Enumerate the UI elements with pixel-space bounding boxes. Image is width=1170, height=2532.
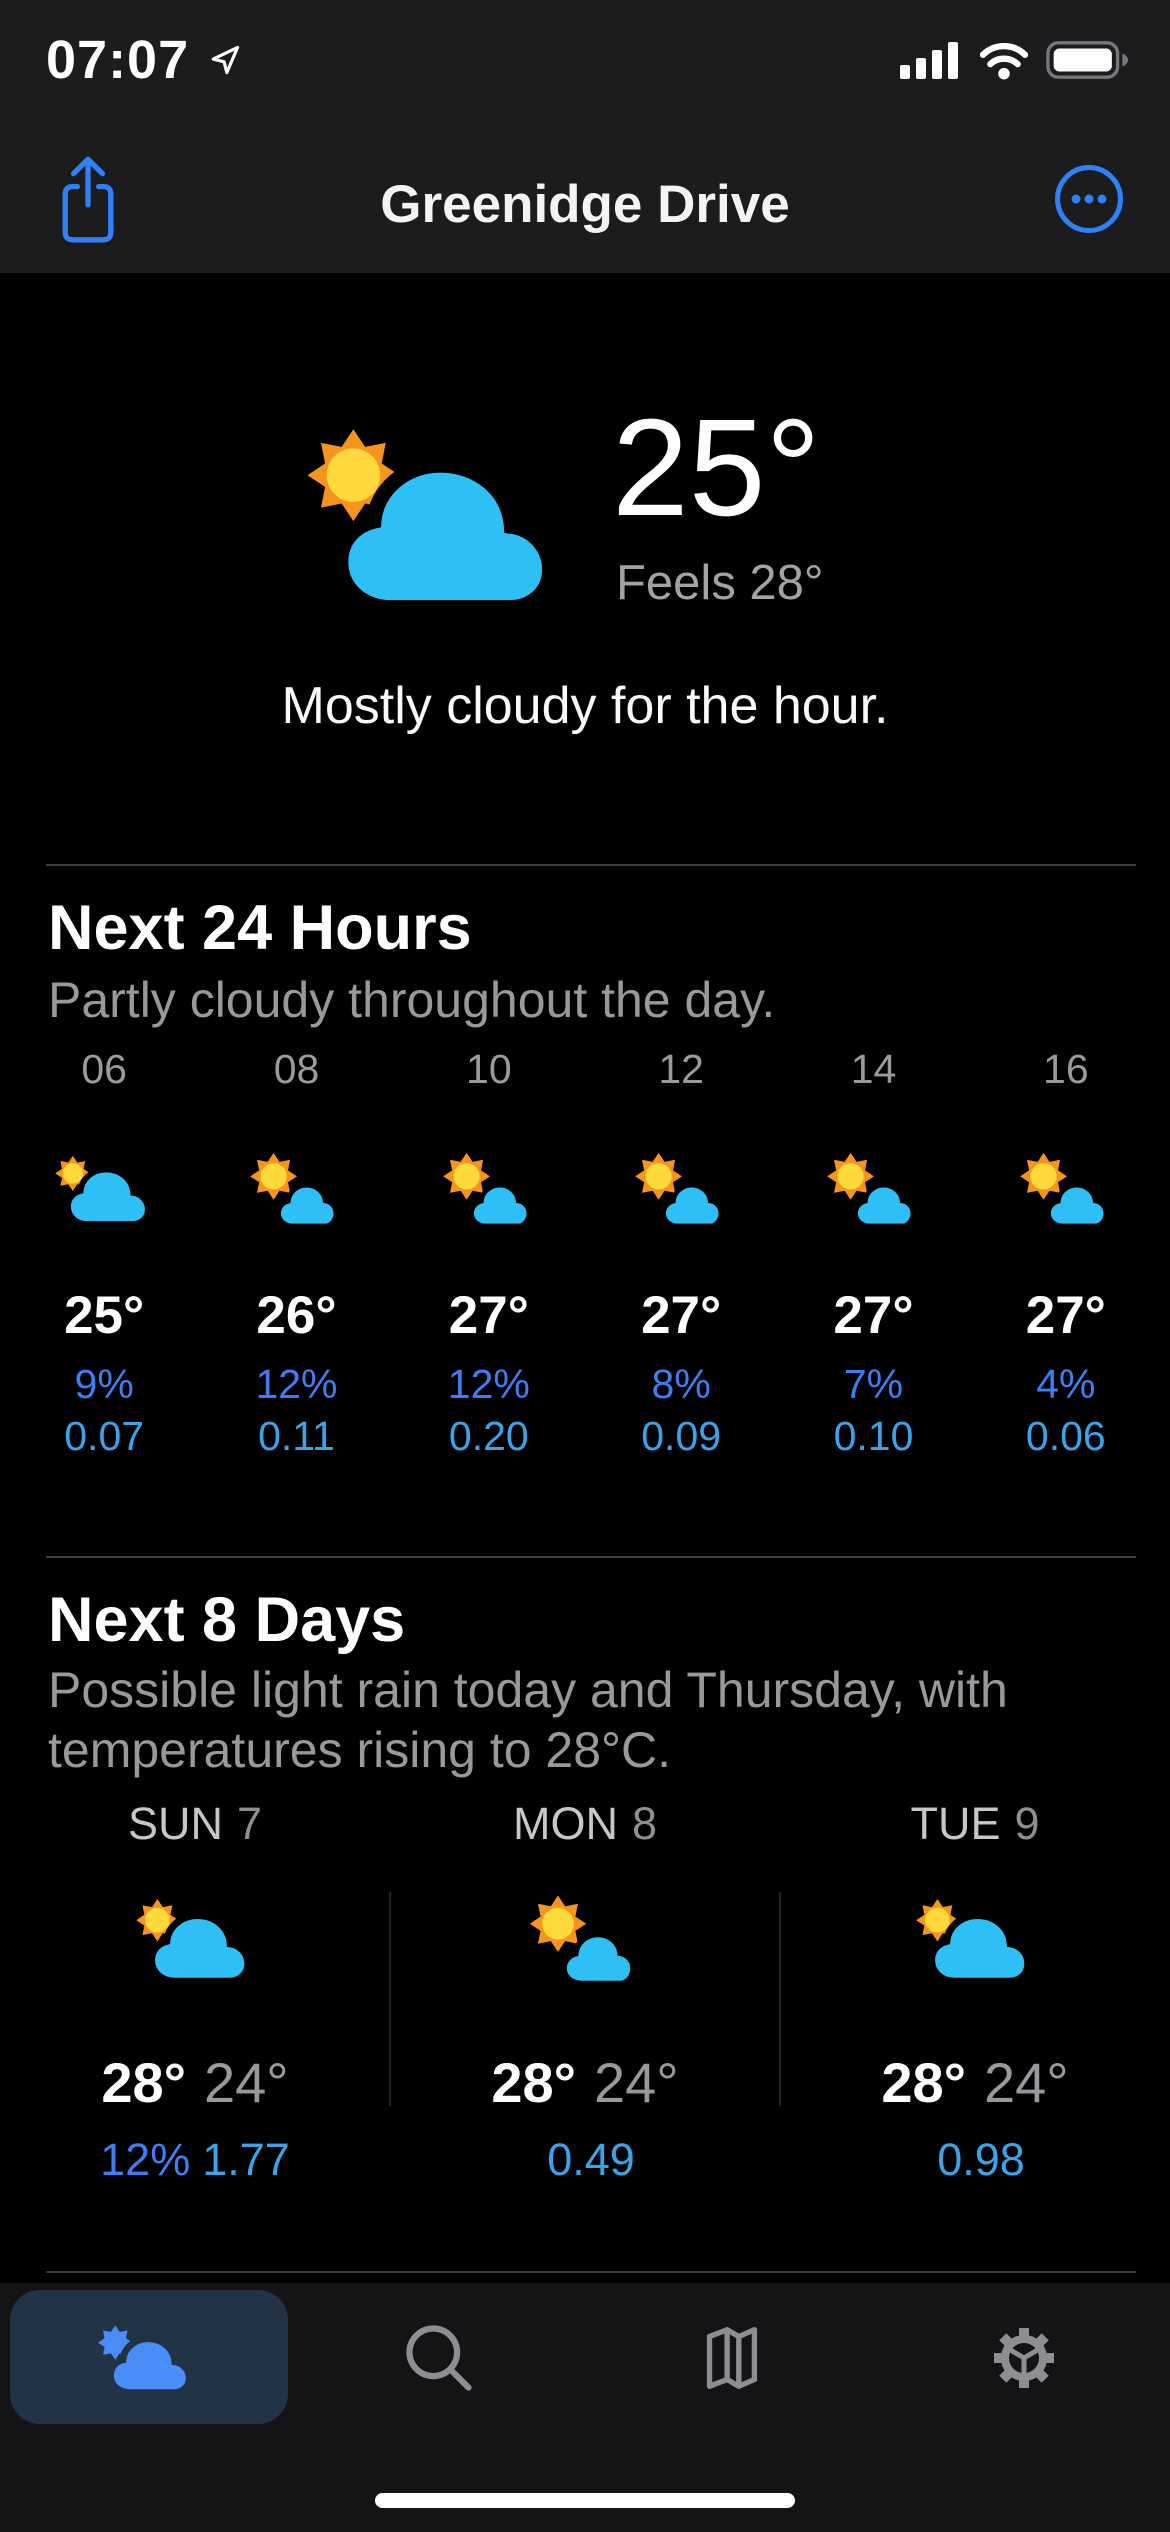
daily-forecast: SUN 7 28° 24° 12% 1.77 MON 8 28° 24° 0.49 TUE… [0, 1798, 1170, 2182]
column-divider [389, 1892, 391, 2106]
day-column[interactable]: MON 8 28° 24° 0.49 [390, 1798, 780, 2182]
tab-map[interactable] [585, 2283, 878, 2433]
gear-icon [993, 2328, 1054, 2388]
day-precip: 12% 1.77 [100, 2134, 290, 2185]
precip-amount: 0.06 [1025, 1413, 1106, 1459]
day-label: MON 8 [512, 1798, 658, 1849]
more-options-button[interactable] [1052, 162, 1126, 236]
tab-search[interactable] [293, 2283, 586, 2433]
day-precip: 0.98 [937, 2134, 1025, 2185]
tab-settings[interactable] [878, 2283, 1170, 2433]
weather-cloud-icon [98, 2319, 194, 2397]
hour-temp: 27° [448, 1286, 529, 1345]
partly-cloudy-icon [440, 1150, 538, 1228]
mostly-cloudy-icon [135, 1892, 255, 1986]
partly-cloudy-icon [525, 1892, 645, 1986]
hourly-subtitle: Partly cloudy throughout the day. [48, 972, 776, 1028]
status-bar: 07:07 [46, 24, 1130, 96]
day-label: SUN 7 [127, 1798, 263, 1849]
current-temp: 25° [612, 391, 821, 545]
share-button[interactable] [50, 150, 126, 246]
location-arrow-icon [211, 45, 240, 75]
condition-summary: Mostly cloudy for the hour. [281, 677, 889, 735]
hourly-heading: Next 24 Hours [48, 893, 472, 963]
precip-chance: 12% [255, 1361, 338, 1407]
hour-column[interactable]: 06 25° 9% 0.07 [8, 1046, 200, 1457]
partly-cloudy-icon [632, 1150, 730, 1228]
home-indicator[interactable] [375, 2493, 795, 2508]
precip-chance: 8% [651, 1361, 711, 1407]
partly-cloudy-icon [824, 1150, 922, 1228]
hour-temp: 27° [641, 1286, 722, 1345]
hour-label: 12 [658, 1046, 704, 1092]
precip-amount: 0.07 [64, 1413, 145, 1459]
nav-bar: Greenidge Drive [0, 148, 1170, 260]
cellular-signal-icon [900, 42, 958, 79]
map-icon [707, 2327, 758, 2389]
day-precip: 0.49 [547, 2134, 635, 2185]
hour-label: 08 [273, 1046, 320, 1092]
section-divider [46, 1556, 1136, 1558]
hour-label: 14 [850, 1046, 897, 1092]
status-time: 07:07 [46, 30, 190, 90]
wifi-icon [979, 42, 1029, 80]
hour-column[interactable]: 08 26° 12% 0.11 [200, 1046, 392, 1457]
hour-temp: 27° [833, 1286, 914, 1345]
page-title: Greenidge Drive [380, 175, 790, 234]
hourly-forecast: 06 25° 9% 0.07 08 26° 12% 0.11 10 27° 12… [8, 1046, 1162, 1457]
precip-chance: 12% [447, 1361, 530, 1407]
precip-amount: 0.10 [833, 1413, 914, 1459]
hour-temp: 26° [256, 1286, 337, 1345]
header: 07:07 [0, 0, 1170, 273]
feels-like: Feels 28° [616, 556, 824, 611]
current-conditions: 25° Feels 28° [0, 393, 1170, 640]
day-column[interactable]: TUE 9 28° 24° 0.98 [780, 1798, 1170, 2182]
hour-label: 16 [1043, 1046, 1089, 1092]
daily-heading: Next 8 Days [48, 1585, 406, 1655]
day-label: TUE 9 [910, 1798, 1040, 1849]
column-divider [779, 1892, 781, 2106]
hour-label: 10 [466, 1046, 512, 1092]
section-divider [46, 2271, 1136, 2273]
day-temps: 28° 24° [491, 2051, 679, 2114]
hour-temp: 27° [1025, 1286, 1106, 1345]
precip-chance: 4% [1036, 1361, 1096, 1407]
day-temps: 28° 24° [101, 2051, 289, 2114]
daily-subtitle: Possible light rain today and Thursday, … [48, 1662, 1008, 1778]
day-temps: 28° 24° [881, 2051, 1069, 2114]
battery-icon [1046, 41, 1129, 79]
tab-weather[interactable] [0, 2283, 293, 2433]
hour-column[interactable]: 14 27° 7% 0.10 [777, 1046, 969, 1457]
hour-temp: 25° [64, 1286, 145, 1345]
day-column[interactable]: SUN 7 28° 24° 12% 1.77 [0, 1798, 390, 2182]
partly-cloudy-icon [247, 1150, 345, 1228]
sun-behind-cloud-icon [306, 414, 564, 618]
hour-column[interactable]: 12 27° 8% 0.09 [585, 1046, 777, 1457]
partly-cloudy-icon [1017, 1150, 1115, 1228]
precip-amount: 0.11 [258, 1413, 335, 1459]
hour-column[interactable]: 10 27° 12% 0.20 [393, 1046, 585, 1457]
precip-amount: 0.20 [448, 1413, 529, 1459]
section-divider [46, 864, 1136, 866]
precip-chance: 9% [74, 1361, 134, 1407]
hour-label: 06 [81, 1046, 127, 1092]
mostly-cloudy-icon [55, 1150, 153, 1228]
precip-chance: 7% [843, 1361, 904, 1407]
precip-amount: 0.09 [641, 1413, 722, 1459]
tab-bar [0, 2283, 1170, 2532]
mostly-cloudy-icon [915, 1892, 1035, 1986]
hour-column[interactable]: 16 27° 4% 0.06 [970, 1046, 1162, 1457]
search-icon [406, 2325, 472, 2391]
